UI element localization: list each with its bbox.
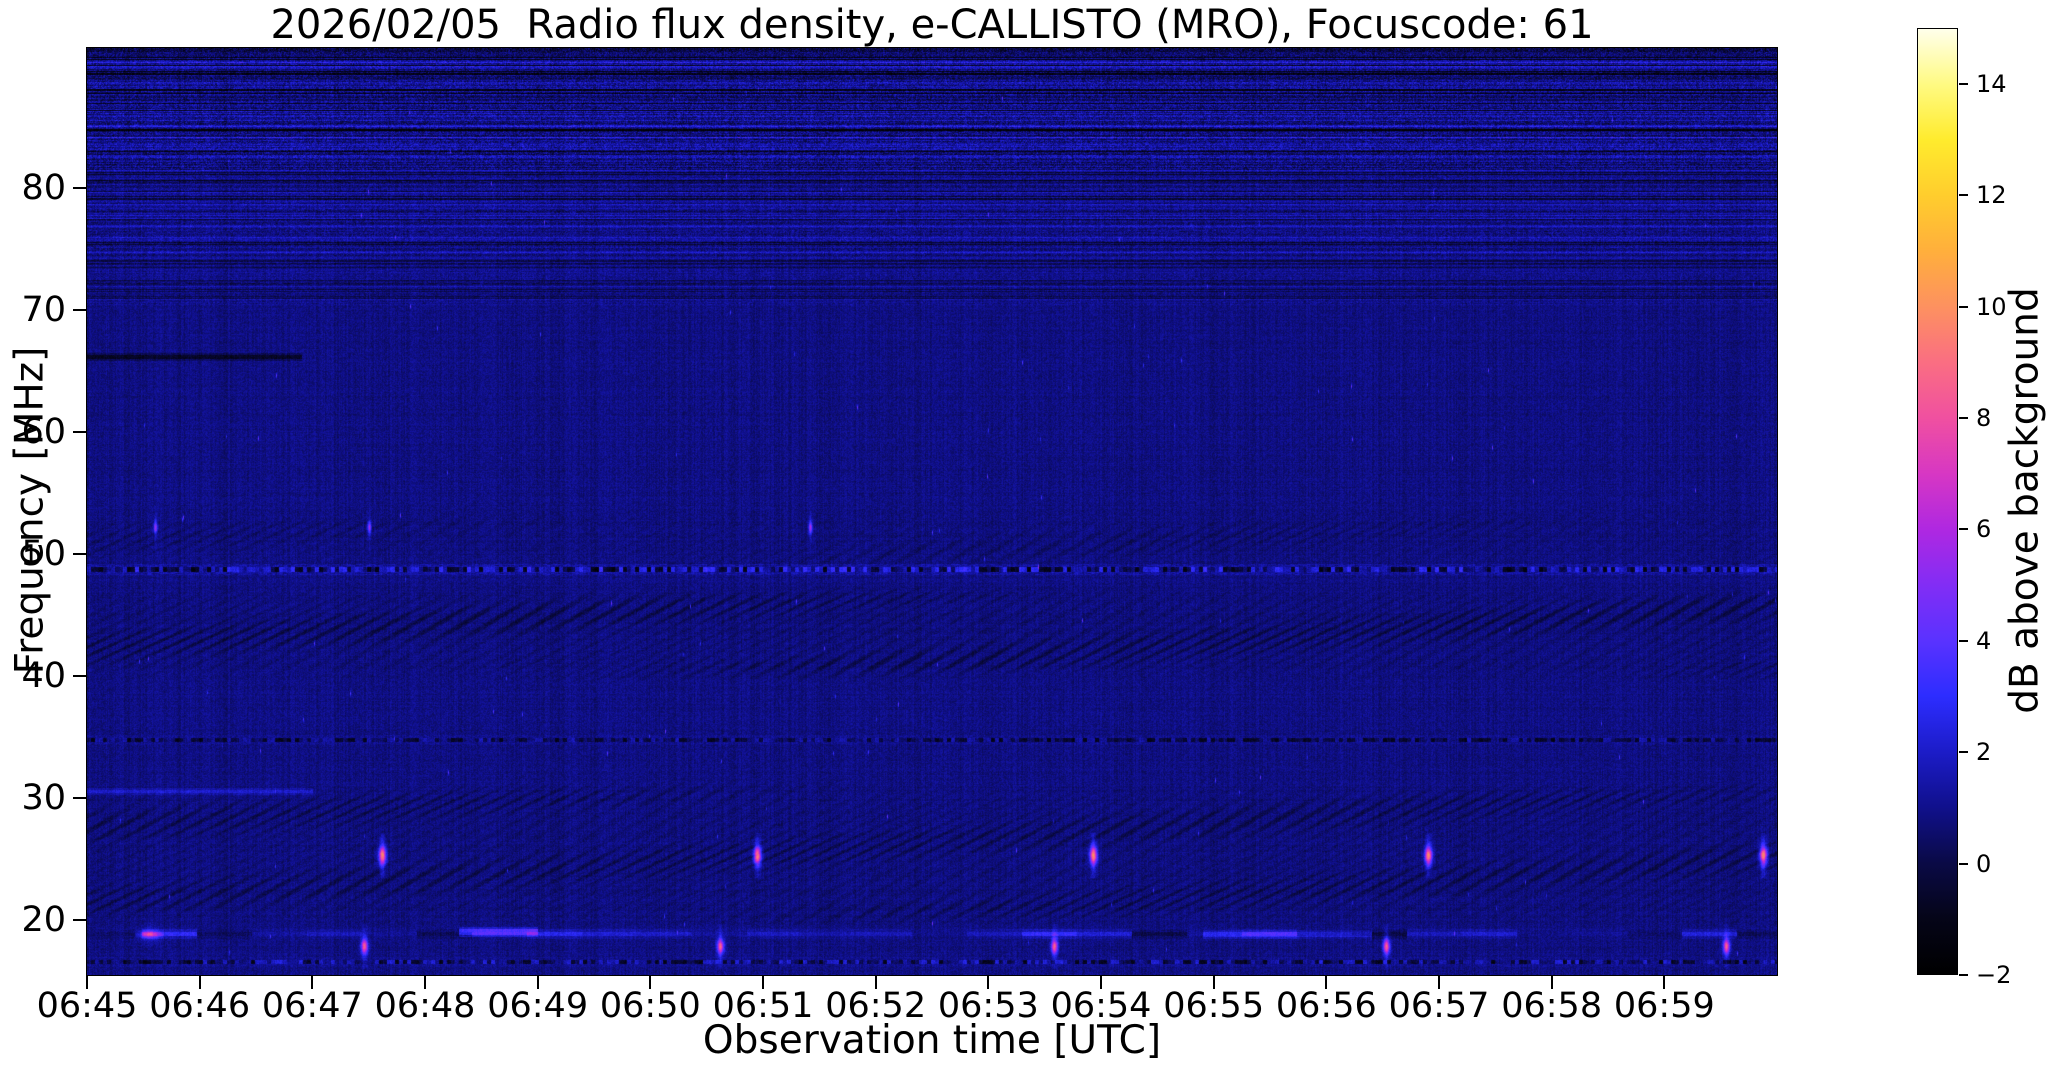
colorbar-tick-label: 12	[1976, 181, 2007, 210]
colorbar-tick-mark	[1959, 639, 1968, 642]
x-tick-label: 06:54	[1050, 986, 1152, 1026]
x-tick-mark	[1100, 976, 1102, 989]
x-tick-label: 06:47	[261, 986, 363, 1026]
y-tick-label: 50	[21, 534, 66, 575]
y-tick-mark	[73, 797, 86, 800]
x-tick-label: 06:53	[937, 986, 1039, 1026]
x-tick-mark	[762, 976, 764, 989]
x-tick-mark	[874, 976, 877, 989]
x-tick-label: 06:57	[1388, 986, 1490, 1026]
colorbar-tick-mark	[1959, 974, 1968, 976]
y-tick-mark	[73, 553, 86, 556]
x-axis-title: Observation time [UTC]	[702, 1018, 1162, 1063]
colorbar-tick-label: 4	[1976, 626, 1992, 655]
x-tick-mark	[987, 976, 990, 989]
x-tick-mark	[1212, 976, 1215, 989]
y-axis-title: Frequency [MHz]	[7, 346, 53, 675]
colorbar-tick-mark	[1959, 194, 1968, 197]
x-tick-mark	[198, 976, 201, 989]
colorbar-tick-label: 10	[1976, 292, 2007, 321]
y-tick-mark	[73, 187, 86, 190]
y-tick-mark	[73, 919, 86, 922]
colorbar-tick-label: 8	[1976, 403, 1992, 432]
x-tick-mark	[649, 976, 652, 989]
colorbar-tick-label: 6	[1976, 515, 1992, 544]
colorbar	[1917, 28, 1958, 975]
chart-title: 2026/02/05 Radio flux density, e-CALLIST…	[270, 2, 1594, 48]
x-tick-mark	[536, 976, 539, 989]
y-tick-mark	[73, 431, 86, 434]
colorbar-tick-mark	[1959, 416, 1968, 419]
x-tick-mark	[1325, 976, 1328, 989]
y-tick-label: 60	[21, 412, 66, 453]
x-tick-mark	[1663, 976, 1666, 989]
colorbar-tick-label: 14	[1976, 69, 2007, 98]
x-tick-label: 06:46	[149, 986, 251, 1026]
colorbar-title: dB above background	[2002, 287, 2047, 714]
colorbar-tick-mark	[1959, 751, 1968, 754]
x-tick-label: 06:50	[599, 986, 701, 1026]
colorbar-tick-mark	[1959, 862, 1968, 865]
x-tick-label: 06:56	[1275, 986, 1377, 1026]
y-tick-label: 40	[21, 656, 66, 697]
colorbar-tick-label: 0	[1976, 849, 1992, 878]
x-tick-label: 06:45	[36, 986, 138, 1026]
colorbar-tick-label: −2	[1976, 961, 2012, 989]
x-tick-label: 06:59	[1613, 986, 1715, 1026]
colorbar-tick-mark	[1959, 305, 1968, 308]
x-tick-label: 06:48	[374, 986, 476, 1026]
x-tick-mark	[1438, 976, 1440, 989]
y-tick-label: 70	[21, 290, 66, 331]
x-tick-label: 06:52	[825, 986, 927, 1026]
y-tick-label: 80	[21, 168, 66, 209]
colorbar-tick-mark	[1959, 528, 1968, 531]
x-tick-mark	[1550, 976, 1553, 989]
y-tick-mark	[73, 675, 86, 678]
x-tick-mark	[86, 976, 88, 989]
x-tick-label: 06:55	[1163, 986, 1265, 1026]
colorbar-tick-label: 2	[1976, 738, 1992, 767]
y-tick-label: 20	[21, 900, 66, 941]
y-tick-mark	[73, 309, 86, 312]
x-tick-mark	[311, 976, 314, 989]
x-tick-label: 06:58	[1501, 986, 1603, 1026]
x-tick-label: 06:49	[487, 986, 589, 1026]
spectrogram-heatmap	[87, 48, 1777, 975]
colorbar-tick-mark	[1959, 82, 1968, 85]
x-tick-label: 06:51	[712, 986, 814, 1026]
y-tick-label: 30	[21, 778, 66, 819]
x-tick-mark	[424, 976, 426, 989]
